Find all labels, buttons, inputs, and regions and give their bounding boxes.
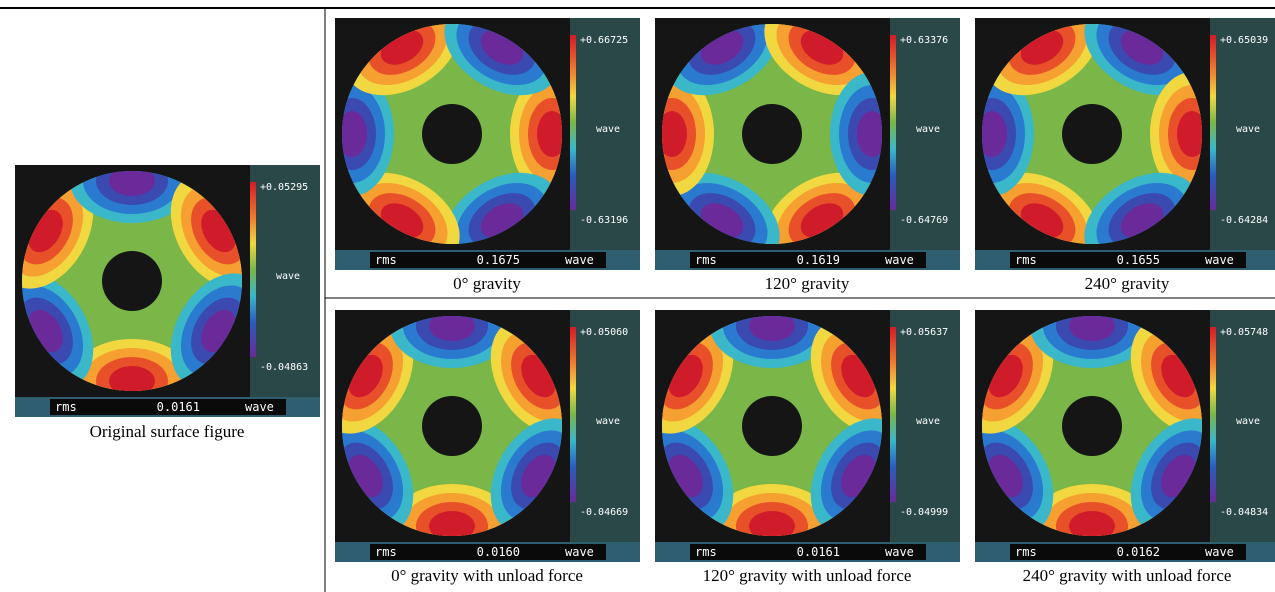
rms-unit: wave — [885, 253, 914, 267]
surface-map-panel: +0.05637 wave -0.04999 rms 0.0161 wave 120° gr… — [618, 284, 960, 585]
caption: 120° gravity with unload force — [703, 566, 912, 585]
rms-value: 0.0161 — [157, 400, 200, 414]
page: {"panels": [ {"max": "+0.05295", "min": … — [0, 0, 1275, 592]
unit-label: wave — [916, 124, 940, 135]
center-hole — [742, 396, 802, 456]
colorbar — [890, 35, 896, 210]
colorbar — [570, 35, 576, 210]
caption: 240° gravity with unload force — [1023, 566, 1232, 585]
max-label: +0.63376 — [900, 35, 948, 46]
unit-label: wave — [596, 124, 620, 135]
caption: Original surface figure — [90, 422, 245, 441]
rms-value: 0.0162 — [1117, 545, 1160, 559]
center-hole — [422, 396, 482, 456]
max-label: +0.05060 — [580, 327, 628, 338]
surface-map-panel: +0.65039 wave -0.64284 rms 0.1655 wave 240° gr… — [950, 0, 1275, 293]
rms-value: 0.1655 — [1117, 253, 1160, 267]
rms-label: rms — [695, 545, 717, 559]
unit-label: wave — [596, 416, 620, 427]
min-label: -0.04863 — [260, 362, 308, 373]
min-label: -0.04834 — [1220, 507, 1268, 518]
center-hole — [102, 251, 162, 311]
surface-map-panel: +0.05748 wave -0.04834 rms 0.0162 wave 240° gr… — [938, 284, 1275, 585]
rms-label: rms — [695, 253, 717, 267]
caption: 120° gravity — [765, 274, 850, 293]
figure: +0.05295wave-0.04863rms0.0161waveOrigina… — [0, 0, 1275, 592]
rms-label: rms — [375, 253, 397, 267]
surface-map-panel: +0.05060 wave -0.04669 rms 0.0160 wave 0° grav… — [298, 284, 640, 585]
colorbar — [890, 327, 896, 502]
rms-unit: wave — [1205, 253, 1234, 267]
caption: 0° gravity — [453, 274, 521, 293]
min-label: -0.63196 — [580, 215, 628, 226]
rms-value: 0.1675 — [477, 253, 520, 267]
center-hole — [1062, 104, 1122, 164]
max-label: +0.66725 — [580, 35, 628, 46]
unit-label: wave — [916, 416, 940, 427]
max-label: +0.05748 — [1220, 327, 1268, 338]
max-label: +0.65039 — [1220, 35, 1268, 46]
rms-unit: wave — [245, 400, 274, 414]
rms-unit: wave — [1205, 545, 1234, 559]
colorbar — [250, 182, 256, 357]
colorbar — [1210, 327, 1216, 502]
rms-unit: wave — [565, 545, 594, 559]
rms-unit: wave — [565, 253, 594, 267]
center-hole — [742, 104, 802, 164]
surface-map-panel: +0.63376 wave -0.64769 rms 0.1619 wave 120° gr… — [630, 0, 960, 293]
center-hole — [1062, 396, 1122, 456]
caption: 240° gravity — [1085, 274, 1170, 293]
caption: 0° gravity with unload force — [391, 566, 583, 585]
min-label: -0.64284 — [1220, 215, 1268, 226]
rms-unit: wave — [885, 545, 914, 559]
rms-value: 0.0161 — [797, 545, 840, 559]
surface-map-panel: +0.66725 wave -0.63196 rms 0.1675 wave 0° grav… — [310, 0, 640, 293]
rms-value: 0.1619 — [797, 253, 840, 267]
max-label: +0.05637 — [900, 327, 948, 338]
min-label: -0.04999 — [900, 507, 948, 518]
rms-label: rms — [1015, 253, 1037, 267]
unit-label: wave — [276, 271, 300, 282]
colorbar — [1210, 35, 1216, 210]
max-label: +0.05295 — [260, 182, 308, 193]
colorbar — [570, 327, 576, 502]
center-hole — [422, 104, 482, 164]
rms-label: rms — [375, 545, 397, 559]
min-label: -0.04669 — [580, 507, 628, 518]
unit-label: wave — [1236, 416, 1260, 427]
unit-label: wave — [1236, 124, 1260, 135]
rms-label: rms — [1015, 545, 1037, 559]
rms-label: rms — [55, 400, 77, 414]
min-label: -0.64769 — [900, 215, 948, 226]
rms-value: 0.0160 — [477, 545, 520, 559]
